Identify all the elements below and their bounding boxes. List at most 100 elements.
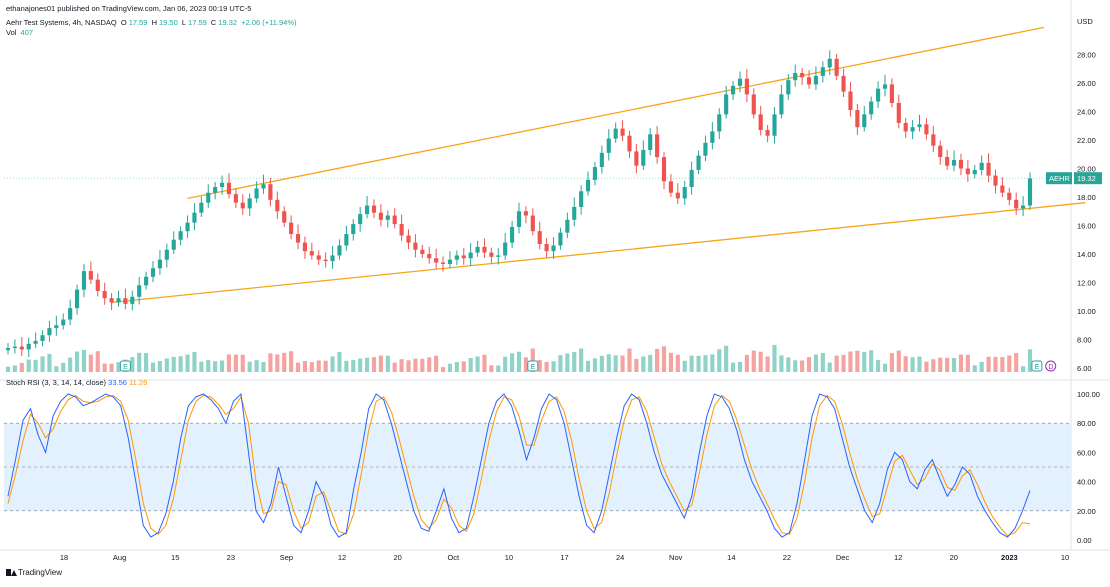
- volume-bar: [150, 362, 156, 372]
- volume-bar: [12, 365, 17, 372]
- ohlc-legend: Aehr Test Systems, 4h, NASDAQ O 17.59 H 19…: [6, 18, 299, 27]
- candle-body: [724, 94, 729, 115]
- volume-bar: [620, 355, 625, 372]
- candle-body: [979, 162, 984, 170]
- candle-body: [620, 128, 625, 136]
- time-tick-label: Sep: [280, 553, 293, 562]
- candle-body: [641, 149, 646, 166]
- volume-bar: [675, 354, 680, 372]
- candle-body: [427, 254, 432, 259]
- candle-body: [599, 152, 604, 168]
- volume-bar: [26, 359, 31, 372]
- candle-body: [254, 188, 259, 199]
- volume-bar: [74, 351, 80, 372]
- volume-bar: [779, 355, 784, 372]
- volume-bar: [786, 357, 791, 372]
- volume-bar: [171, 356, 176, 372]
- volume-bar: [565, 353, 570, 372]
- candle-body: [454, 255, 459, 260]
- candle-body: [185, 222, 190, 232]
- candle-body: [744, 78, 749, 95]
- volume-bar: [813, 354, 819, 372]
- price-tick-label: 8.00: [1077, 336, 1092, 345]
- time-tick-label: 20: [393, 553, 401, 562]
- earnings-badge: [119, 360, 131, 372]
- candle-body: [199, 202, 204, 213]
- time-tick-label: 12: [338, 553, 346, 562]
- volume-bar: [979, 361, 984, 372]
- candle-body: [406, 235, 411, 243]
- candle-body: [68, 308, 73, 320]
- candle-body: [365, 205, 370, 215]
- candle-body: [192, 212, 197, 223]
- volume-bar: [254, 360, 259, 372]
- volume-bar: [378, 355, 383, 372]
- volume-bar: [751, 350, 756, 372]
- volume-bar: [81, 349, 87, 372]
- volume-bar: [703, 355, 708, 372]
- event-badge-label: D: [1048, 364, 1053, 371]
- volume-bar: [392, 362, 397, 372]
- volume-bar: [33, 359, 38, 372]
- volume-bar: [489, 365, 494, 372]
- candle-body: [240, 202, 245, 209]
- candle-body: [482, 246, 487, 253]
- volume-bar: [164, 358, 169, 372]
- volume-bar: [496, 365, 501, 372]
- volume-bar: [503, 356, 508, 372]
- candle-body: [323, 259, 328, 262]
- candle-body: [682, 187, 687, 199]
- ohlc-change: +2.06 (+11.94%): [241, 18, 297, 27]
- volume-bar: [572, 351, 577, 372]
- volume-bar: [199, 361, 204, 372]
- volume-bar: [475, 356, 480, 372]
- volume-bar: [289, 351, 294, 372]
- price-grid: [0, 0, 1110, 551]
- candle-body: [1014, 199, 1019, 209]
- event-badge-label: E: [123, 364, 128, 371]
- time-tick-label: 18: [60, 553, 68, 562]
- volume-bar: [717, 349, 722, 372]
- volume-bar: [820, 353, 825, 372]
- candle-body: [813, 75, 819, 85]
- candle-body: [765, 130, 770, 136]
- candle-body: [896, 102, 901, 123]
- candle-body: [309, 251, 314, 256]
- candle-body: [523, 211, 528, 216]
- volume-bar: [737, 361, 743, 372]
- volume-bar: [834, 355, 839, 372]
- tradingview-brand: TradingView: [18, 568, 63, 577]
- volume-bar: [1027, 349, 1033, 372]
- candle-body: [820, 67, 825, 76]
- volume-bar: [1021, 366, 1026, 372]
- candle-body: [247, 198, 252, 209]
- candle-body: [489, 252, 494, 257]
- candle-body: [993, 175, 998, 186]
- candle-body: [371, 205, 377, 213]
- candle-body: [834, 58, 839, 76]
- volume-bar: [889, 353, 894, 372]
- volume-bar: [551, 361, 556, 372]
- volume-bar: [579, 348, 584, 372]
- price-tick-label: 10.00: [1077, 307, 1096, 316]
- volume-bar: [282, 352, 287, 372]
- candle-body: [958, 159, 964, 169]
- candle-body: [33, 340, 38, 344]
- candle-body: [510, 226, 515, 243]
- price-tick-label: 26.00: [1077, 79, 1096, 88]
- candle-body: [661, 157, 667, 182]
- candle-body: [717, 114, 722, 132]
- volume-bar: [910, 357, 915, 372]
- candle-body: [344, 234, 349, 246]
- candle-body: [516, 211, 522, 227]
- currency-label: USD: [1077, 17, 1093, 26]
- volume-bar: [399, 359, 404, 372]
- tradingview-logo[interactable]: TradingView: [6, 568, 62, 577]
- trendlines[interactable]: [111, 26, 1086, 304]
- volume-bar: [295, 362, 301, 372]
- price-tick-label: 16.00: [1077, 222, 1096, 231]
- volume-bar: [351, 360, 356, 372]
- candle-body: [503, 242, 508, 256]
